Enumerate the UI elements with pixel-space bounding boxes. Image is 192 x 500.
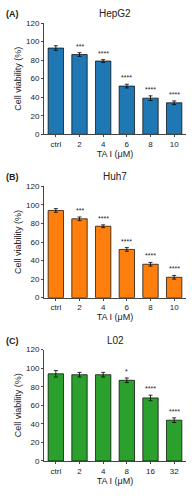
svg-text:32: 32: [170, 467, 179, 476]
svg-text:8: 8: [125, 467, 130, 476]
svg-text:*: *: [125, 368, 128, 375]
svg-text:20: 20: [30, 112, 39, 121]
svg-text:0: 0: [35, 130, 40, 139]
svg-text:100: 100: [26, 37, 40, 46]
svg-text:4: 4: [101, 140, 106, 149]
svg-text:0: 0: [35, 293, 40, 302]
svg-text:40: 40: [30, 420, 39, 429]
svg-text:Huh7: Huh7: [103, 171, 127, 182]
svg-text:40: 40: [30, 93, 39, 102]
svg-text:***: ***: [76, 43, 84, 50]
svg-text:Cell viability (%): Cell viability (%): [13, 47, 23, 111]
svg-text:8: 8: [148, 140, 153, 149]
svg-text:****: ****: [145, 86, 156, 93]
svg-text:60: 60: [30, 401, 39, 410]
svg-text:100: 100: [26, 201, 40, 210]
svg-text:HepG2: HepG2: [99, 8, 131, 19]
svg-text:2: 2: [77, 467, 82, 476]
svg-text:16: 16: [146, 467, 155, 476]
svg-text:120: 120: [26, 19, 40, 28]
svg-text:80: 80: [30, 383, 39, 392]
svg-text:****: ****: [169, 91, 180, 98]
svg-text:6: 6: [125, 140, 130, 149]
svg-text:****: ****: [98, 215, 109, 222]
svg-text:(C): (C): [6, 336, 19, 346]
svg-text:ctrl: ctrl: [50, 140, 61, 149]
svg-text:4: 4: [101, 303, 106, 312]
svg-text:2: 2: [77, 140, 82, 149]
svg-text:10: 10: [170, 303, 179, 312]
svg-text:TA I (μM): TA I (μM): [97, 312, 134, 322]
svg-text:120: 120: [26, 182, 40, 191]
svg-text:100: 100: [26, 364, 40, 373]
svg-text:Cell viability (%): Cell viability (%): [13, 373, 23, 437]
svg-text:10: 10: [170, 140, 179, 149]
svg-text:ctrl: ctrl: [50, 303, 61, 312]
svg-text:6: 6: [125, 303, 130, 312]
svg-text:Cell viability (%): Cell viability (%): [13, 210, 23, 274]
svg-text:60: 60: [30, 74, 39, 83]
svg-text:(A): (A): [6, 9, 19, 19]
svg-text:***: ***: [76, 207, 84, 214]
svg-text:****: ****: [145, 385, 156, 392]
svg-text:20: 20: [30, 438, 39, 447]
svg-text:****: ****: [145, 252, 156, 259]
svg-text:8: 8: [148, 303, 153, 312]
svg-text:****: ****: [169, 265, 180, 272]
svg-text:40: 40: [30, 256, 39, 265]
svg-text:L02: L02: [107, 335, 124, 346]
svg-text:80: 80: [30, 219, 39, 228]
svg-text:4: 4: [101, 467, 106, 476]
svg-text:TA I (μM): TA I (μM): [97, 476, 134, 486]
svg-text:2: 2: [77, 303, 82, 312]
svg-text:****: ****: [121, 238, 132, 245]
svg-text:****: ****: [169, 408, 180, 415]
svg-text:120: 120: [26, 345, 40, 354]
svg-text:20: 20: [30, 275, 39, 284]
svg-text:TA I (μM): TA I (μM): [97, 149, 134, 159]
svg-text:60: 60: [30, 238, 39, 247]
svg-text:****: ****: [98, 50, 109, 57]
svg-text:0: 0: [35, 457, 40, 466]
svg-text:80: 80: [30, 56, 39, 65]
svg-text:****: ****: [121, 74, 132, 81]
svg-text:ctrl: ctrl: [50, 467, 61, 476]
svg-text:(B): (B): [6, 172, 19, 182]
